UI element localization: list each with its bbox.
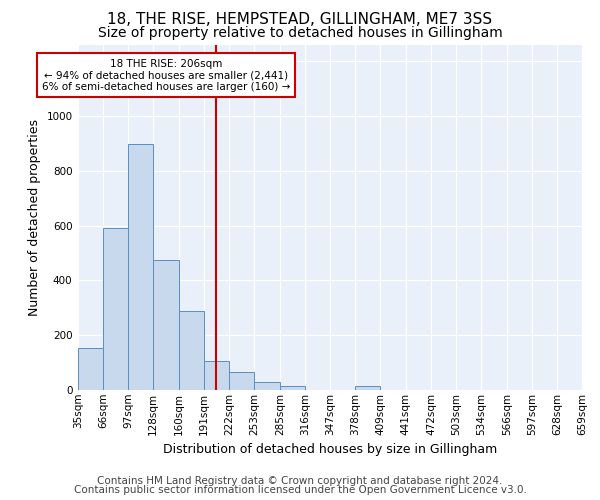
Text: Contains HM Land Registry data © Crown copyright and database right 2024.: Contains HM Land Registry data © Crown c…	[97, 476, 503, 486]
Bar	[355, 386, 380, 390]
Bar	[254, 382, 280, 390]
Bar	[229, 372, 254, 390]
Bar	[103, 228, 128, 390]
Text: 18 THE RISE: 206sqm
← 94% of detached houses are smaller (2,441)
6% of semi-deta: 18 THE RISE: 206sqm ← 94% of detached ho…	[42, 58, 290, 92]
Text: Size of property relative to detached houses in Gillingham: Size of property relative to detached ho…	[98, 26, 502, 40]
Bar	[280, 386, 305, 390]
Text: 18, THE RISE, HEMPSTEAD, GILLINGHAM, ME7 3SS: 18, THE RISE, HEMPSTEAD, GILLINGHAM, ME7…	[107, 12, 493, 28]
Bar	[204, 361, 229, 390]
Text: Contains public sector information licensed under the Open Government Licence v3: Contains public sector information licen…	[74, 485, 526, 495]
Bar	[78, 348, 103, 390]
Y-axis label: Number of detached properties: Number of detached properties	[28, 119, 41, 316]
Bar	[179, 310, 204, 390]
X-axis label: Distribution of detached houses by size in Gillingham: Distribution of detached houses by size …	[163, 443, 497, 456]
Bar	[128, 144, 153, 390]
Bar	[153, 260, 179, 390]
